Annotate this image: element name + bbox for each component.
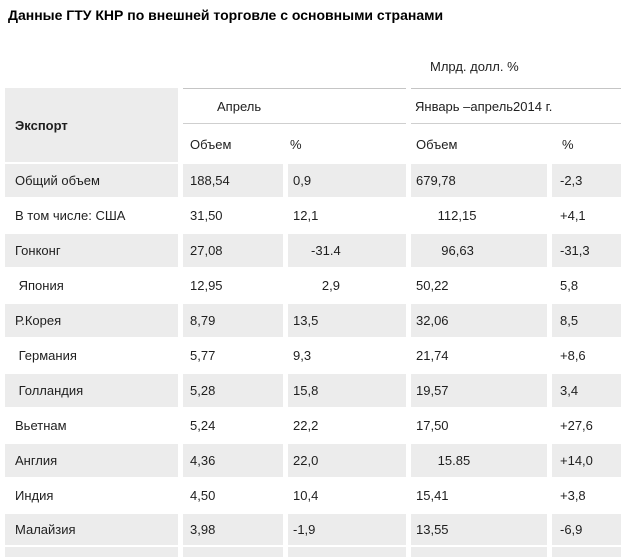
row-label: В том числе: США [15,208,126,223]
value-cell: 19,57 [411,374,547,407]
corner-header-export: Экспорт [5,88,178,162]
value-cell: 15,41 [416,488,449,503]
value-cell: 112,15 [416,208,477,223]
subheader-volume-april: Объем [183,126,283,162]
value-cell: +8,6 [560,348,586,363]
value-cell: 15,8 [288,374,406,407]
value-cell: 2,9 [293,278,340,293]
value-cell: 5,77 [190,348,216,363]
value-cell: 12,1 [293,208,319,223]
value-cell: 17,50 [416,418,449,433]
value-cell: 31,50 [190,208,223,223]
row-label: Р.Корея [5,304,178,337]
value-cell: 0,9 [288,164,406,197]
value-cell: 22,0 [288,444,406,477]
value-cell: 9,3 [293,348,312,363]
value-cell: 32,06 [411,304,547,337]
value-cell: 188,54 [183,164,283,197]
units-label: Млрд. долл. % [430,59,519,74]
value-cell: 27,08 [183,234,283,267]
value-cell: 5,28 [183,374,283,407]
row-label: Гонконг [5,234,178,267]
row-label: Голландия [5,374,178,407]
value-cell: 8,79 [183,304,283,337]
subheader-percent-april: % [288,126,406,162]
value-cell: 15.85 [411,444,547,477]
row-label: Вьетнам [15,418,67,433]
page-title: Данные ГТУ КНР по внешней торговле с осн… [8,7,444,23]
value-cell: 50,22 [416,278,449,293]
value-cell: 10,4 [293,488,319,503]
value-cell: -31.4 [288,234,406,267]
trade-table: Экспорт Апрель Январь –апрель2014 г. Объ… [5,88,621,557]
row-label: Малайзия [5,514,178,545]
col-group-january-april: Январь –апрель2014 г. [411,88,621,124]
value-cell: +3,8 [560,488,586,503]
row-label: Англия [5,444,178,477]
value-cell: 96,63 [411,234,547,267]
value-cell: -2,3 [552,164,621,197]
value-cell: 4,50 [190,488,216,503]
subheader-volume-janapr: Объем [411,126,547,162]
value-cell: 3,98 [183,514,283,545]
value-cell: 4,36 [183,444,283,477]
value-cell: -6,9 [552,514,621,545]
row-label: Германия [15,348,77,363]
value-cell: +4,1 [560,208,586,223]
value-cell: -1,9 [288,514,406,545]
value-cell: 5,24 [190,418,216,433]
row-label: Япония [15,278,64,293]
value-cell: 8,5 [552,304,621,337]
value-cell: 3,4 [552,374,621,407]
value-cell: 13,55 [411,514,547,545]
subheader-percent-janapr: % [552,126,621,162]
row-label: Общий объем [5,164,178,197]
value-cell: 21,74 [416,348,449,363]
value-cell: 679,78 [411,164,547,197]
value-cell: +27,6 [560,418,593,433]
value-cell: 5,8 [560,278,579,293]
value-cell: -31,3 [552,234,621,267]
value-cell: 22,2 [293,418,319,433]
col-group-april: Апрель [183,88,406,124]
value-cell: +14,0 [552,444,621,477]
row-label: Индия [15,488,54,503]
value-cell: 13,5 [288,304,406,337]
value-cell: 12,95 [190,278,223,293]
